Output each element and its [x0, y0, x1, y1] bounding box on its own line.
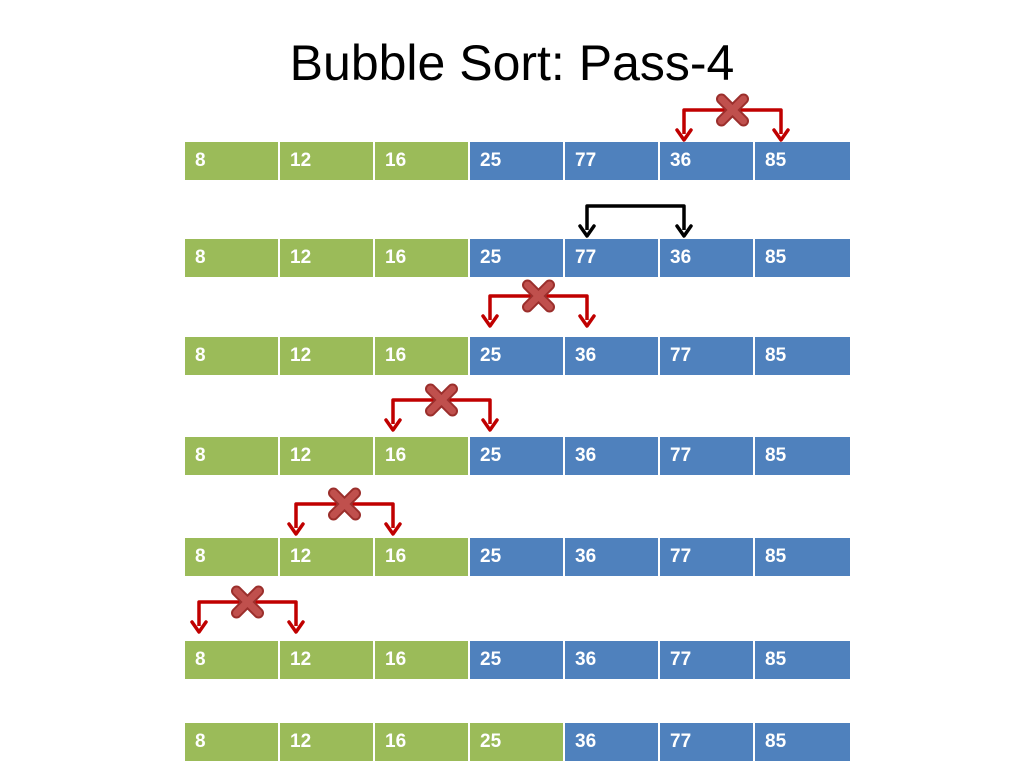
array-cell: 16: [375, 337, 470, 375]
array-cell: 8: [185, 538, 280, 576]
array-cell: 12: [280, 538, 375, 576]
array-cell: 85: [755, 239, 850, 277]
array-row: 8 12 16 25 36 77 85: [185, 641, 850, 679]
array-cell: 8: [185, 723, 280, 761]
array-row: 8 12 16 25 36 77 85: [185, 723, 850, 761]
no-swap-x-icon: [716, 93, 749, 127]
array-cell: 77: [660, 437, 755, 475]
array-cell: 25: [470, 142, 565, 180]
array-cell: 85: [755, 723, 850, 761]
array-cell: 25: [470, 239, 565, 277]
array-cell: 36: [660, 239, 755, 277]
array-cell: 25: [470, 723, 565, 761]
array-cell: 85: [755, 437, 850, 475]
array-cell: 36: [565, 337, 660, 375]
array-cell: 85: [755, 142, 850, 180]
array-cell: 77: [660, 337, 755, 375]
array-cell: 16: [375, 723, 470, 761]
array-cell: 12: [280, 641, 375, 679]
swap-arrow-icon: [578, 204, 693, 238]
array-cell: 8: [185, 337, 280, 375]
array-cell: 16: [375, 641, 470, 679]
array-cell: 25: [470, 641, 565, 679]
array-cell: 12: [280, 142, 375, 180]
no-swap-x-icon: [231, 585, 264, 619]
array-cell: 36: [565, 723, 660, 761]
array-cell: 77: [565, 239, 660, 277]
array-cell: 36: [565, 641, 660, 679]
array-cell: 8: [185, 239, 280, 277]
array-row: 8 12 16 25 77 36 85: [185, 239, 850, 277]
array-cell: 77: [660, 538, 755, 576]
array-cell: 12: [280, 239, 375, 277]
array-cell: 36: [565, 538, 660, 576]
array-cell: 8: [185, 641, 280, 679]
array-row: 8 12 16 25 77 36 85: [185, 142, 850, 180]
array-cell: 8: [185, 437, 280, 475]
array-cell: 8: [185, 142, 280, 180]
no-swap-x-icon: [328, 487, 361, 521]
array-row: 8 12 16 25 36 77 85: [185, 437, 850, 475]
array-cell: 85: [755, 337, 850, 375]
array-row: 8 12 16 25 36 77 85: [185, 337, 850, 375]
array-row: 8 12 16 25 36 77 85: [185, 538, 850, 576]
array-cell: 16: [375, 239, 470, 277]
array-cell: 12: [280, 337, 375, 375]
slide-title: Bubble Sort: Pass-4: [289, 35, 735, 91]
array-cell: 25: [470, 437, 565, 475]
array-cell: 36: [565, 437, 660, 475]
array-cell: 77: [565, 142, 660, 180]
array-cell: 25: [470, 337, 565, 375]
array-cell: 16: [375, 538, 470, 576]
array-cell: 77: [660, 723, 755, 761]
array-cell: 77: [660, 641, 755, 679]
array-cell: 25: [470, 538, 565, 576]
array-cell: 12: [280, 437, 375, 475]
array-cell: 85: [755, 641, 850, 679]
array-cell: 16: [375, 142, 470, 180]
no-swap-x-icon: [425, 383, 458, 417]
no-swap-x-icon: [522, 279, 555, 313]
array-cell: 12: [280, 723, 375, 761]
array-cell: 36: [660, 142, 755, 180]
array-cell: 16: [375, 437, 470, 475]
array-cell: 85: [755, 538, 850, 576]
